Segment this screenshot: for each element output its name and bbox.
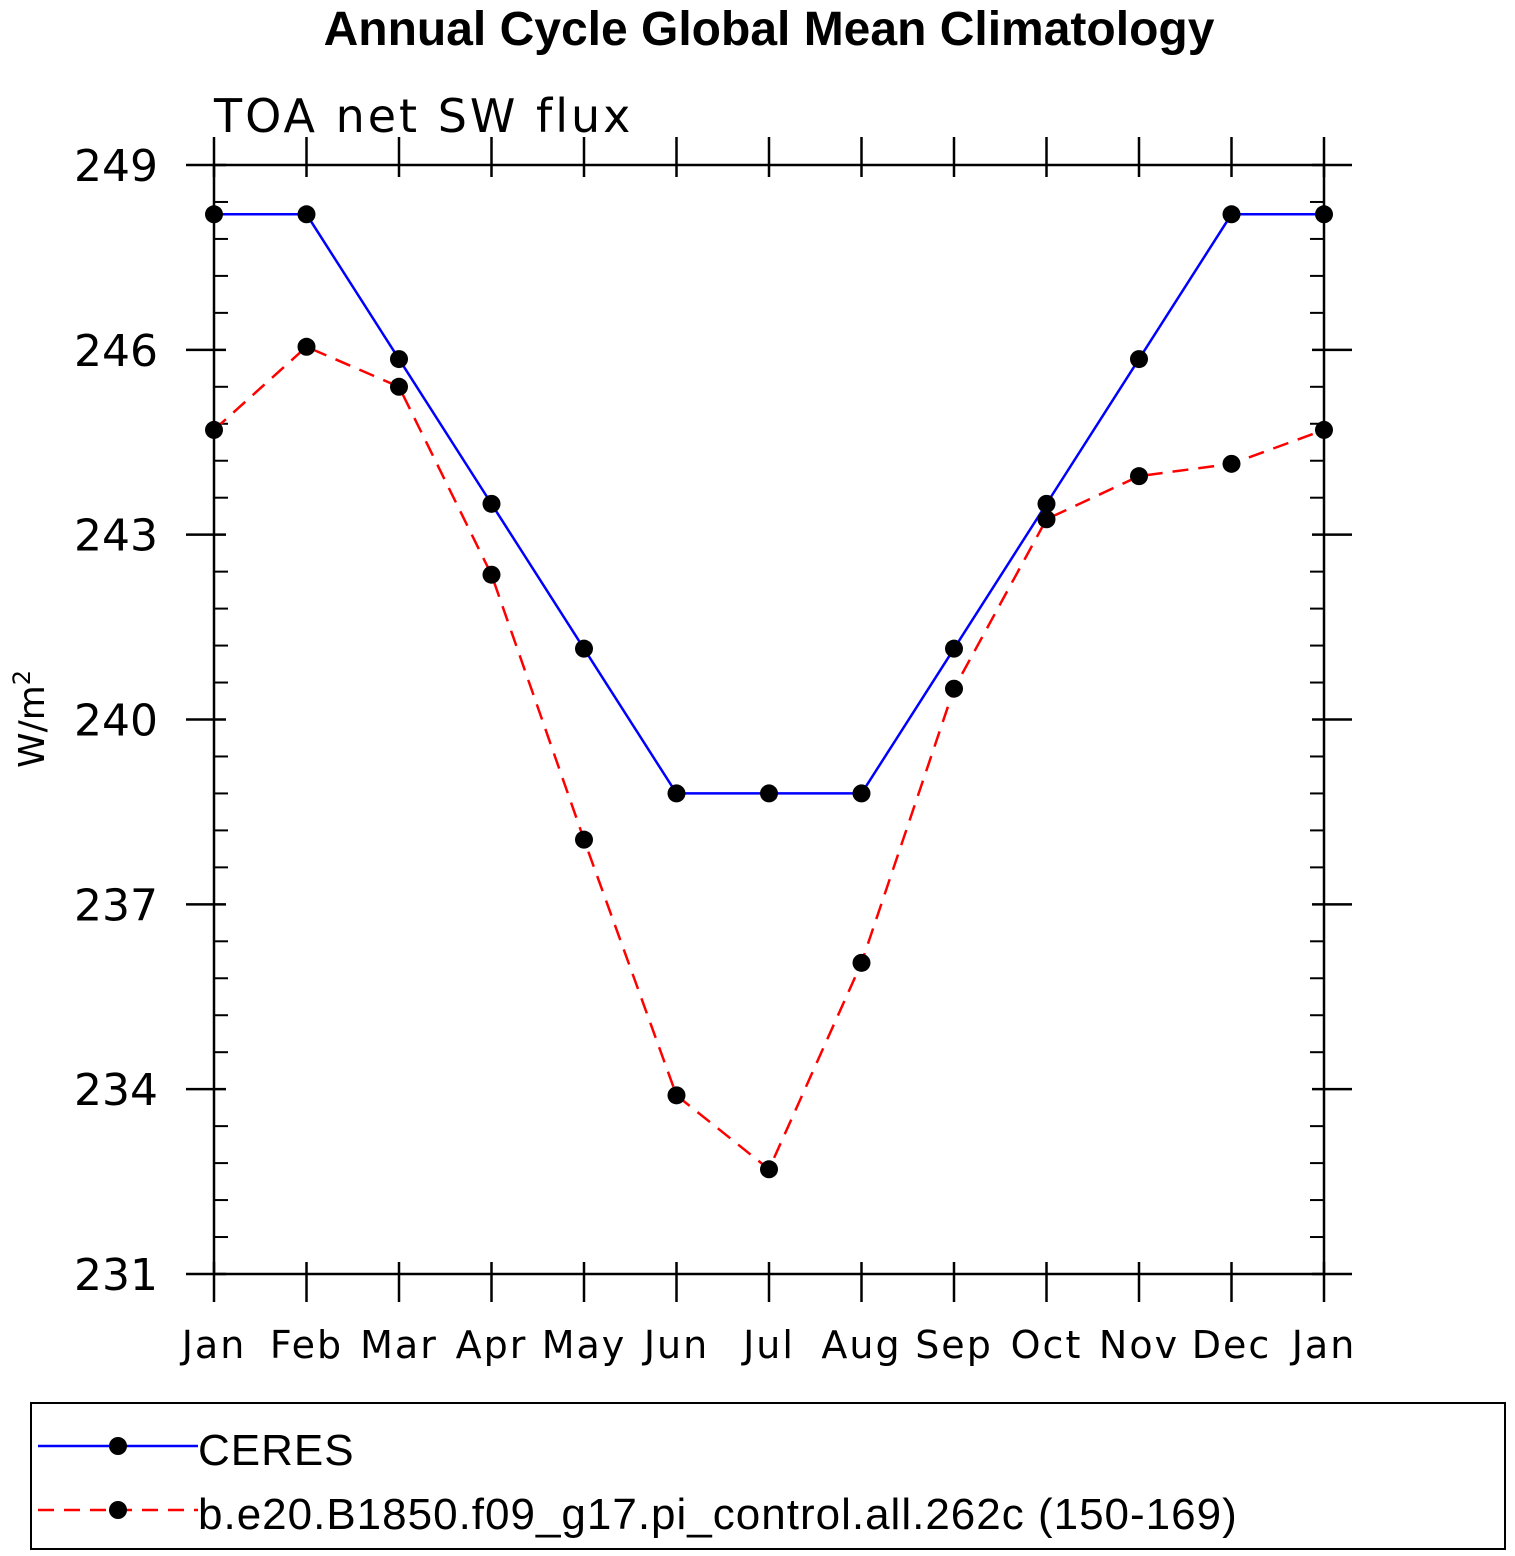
series-1-point [667, 1086, 686, 1105]
series-1-point [390, 377, 408, 396]
x-tick-label: Dec [1192, 1323, 1272, 1367]
legend-item-model: b.e20.B1850.f09_g17.pi_control.all.262c … [32, 1482, 1504, 1539]
series-0-point [945, 639, 963, 658]
series-1-point [575, 830, 593, 849]
series-1-point [760, 1160, 778, 1179]
series-0-point [667, 784, 686, 803]
y-tick-label: 246 [74, 326, 158, 377]
series-0-point [482, 494, 501, 513]
line-chart: TOA net SW flux W/m2 2312342372402432462… [8, 89, 1357, 1367]
x-tick-label: Mar [360, 1323, 438, 1367]
series-1-point [297, 337, 316, 356]
x-tick-label: Jan [180, 1323, 247, 1367]
x-tick-label: Nov [1099, 1323, 1179, 1367]
series-1-point [482, 565, 501, 584]
x-tick-label: Oct [1011, 1323, 1083, 1367]
series-0-point [205, 205, 223, 224]
series-0-point [1037, 494, 1056, 513]
series-1-point [1315, 420, 1333, 439]
x-tick-label: Jun [642, 1323, 709, 1367]
x-tick-label: Sep [915, 1323, 993, 1367]
series-0-point [1222, 205, 1241, 224]
series-0-point [390, 350, 408, 369]
x-tick-label: Aug [821, 1323, 901, 1367]
legend-label-model: b.e20.B1850.f09_g17.pi_control.all.262c … [198, 1490, 1238, 1539]
series-1-point [1130, 467, 1148, 486]
y-axis-label: W/m2 [8, 670, 53, 768]
series-0-point [1315, 205, 1333, 224]
series-0-point [852, 784, 871, 803]
series-line-1 [213, 345, 1325, 1172]
series-1-point [852, 953, 871, 972]
x-tick-label: Jul [741, 1323, 795, 1367]
legend-label-ceres: CERES [198, 1426, 355, 1475]
series-1-point [1222, 454, 1241, 473]
legend-swatch-ceres [38, 1437, 198, 1455]
y-tick-label: 249 [74, 141, 158, 192]
x-tick-label: Feb [270, 1323, 343, 1367]
chart-title: Annual Cycle Global Mean Climatology [323, 3, 1215, 56]
y-tick-label: 243 [74, 511, 158, 562]
series-0-point [1130, 350, 1148, 369]
series-1-point [205, 420, 223, 439]
series-1-point [945, 679, 963, 698]
y-tick-label: 240 [74, 696, 158, 747]
y-tick-label: 234 [74, 1065, 158, 1116]
series-1-point [1037, 510, 1056, 529]
x-tick-label: May [542, 1323, 627, 1367]
y-tick-label: 237 [74, 880, 158, 931]
legend: CERES b.e20.B1850.f09_g17.pi_control.all… [30, 1402, 1506, 1550]
axes: 231 234 237 240 243 246 249 Jan Feb Mar Apr May Jun J… [74, 137, 1357, 1367]
legend-item-ceres: CERES [32, 1418, 1504, 1475]
series-line-0 [214, 213, 1324, 795]
x-tick-label: Jan [1290, 1323, 1357, 1367]
series-0-point [760, 784, 778, 803]
series-0-point [575, 639, 593, 658]
chart-subtitle: TOA net SW flux [213, 89, 633, 143]
x-tick-label: Apr [456, 1323, 528, 1367]
series-0-point [297, 205, 316, 224]
y-tick-label: 231 [74, 1250, 158, 1301]
series-layer [205, 205, 1333, 1179]
legend-swatch-model [38, 1501, 198, 1519]
